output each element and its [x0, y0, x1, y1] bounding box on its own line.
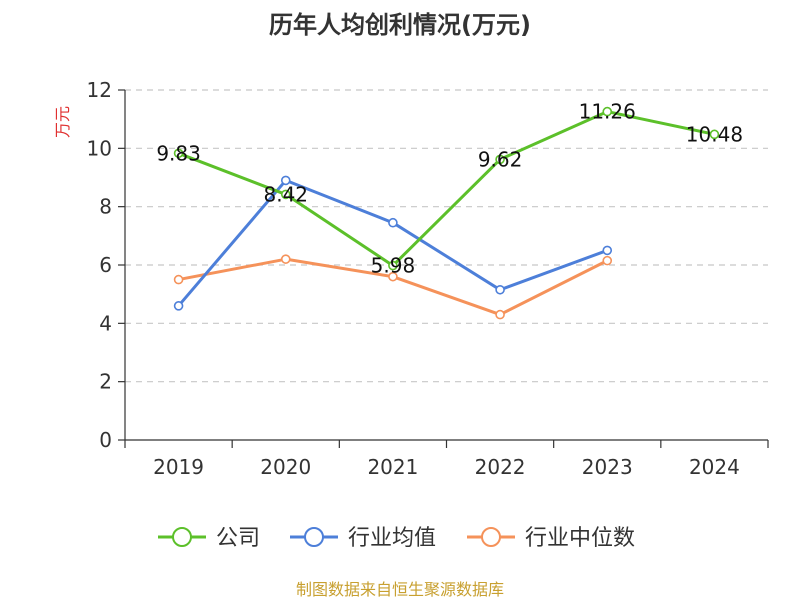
data-point	[280, 254, 291, 264]
data-point	[388, 271, 398, 282]
y-tick-label: 12	[87, 78, 112, 102]
legend-swatch-marker	[481, 527, 501, 547]
data-point	[495, 154, 505, 165]
legend-item[interactable]: 公司	[158, 526, 260, 551]
data-point	[173, 301, 184, 311]
y-tick-label: 2	[99, 370, 112, 394]
legend-label: 公司	[216, 526, 260, 551]
data-point	[173, 148, 184, 159]
series-line	[177, 178, 608, 307]
data-point	[602, 106, 613, 117]
data-point	[602, 245, 613, 256]
legend-swatch-marker	[304, 527, 324, 547]
y-tick-label: 10	[87, 136, 112, 160]
legend-label: 行业中位数	[525, 526, 635, 551]
x-tick-label: 2019	[153, 455, 204, 479]
data-point	[495, 284, 505, 295]
x-tick-label: 2024	[689, 455, 740, 479]
data-point	[173, 274, 184, 285]
x-tick-label: 2022	[475, 455, 526, 479]
grid-lines	[125, 89, 768, 383]
data-point	[495, 309, 505, 320]
series-line	[178, 110, 715, 268]
source-note: 制图数据来自恒生聚源数据库	[296, 580, 504, 599]
data-point	[388, 217, 398, 228]
data-label: 9.83	[156, 141, 201, 165]
data-label: 5.98	[371, 254, 416, 278]
y-tick-label: 0	[99, 428, 112, 452]
data-point	[709, 129, 720, 140]
x-tick-label: 2020	[260, 455, 311, 479]
data-labels: 9.83 8.42 5.98 9.62 11.26 10.48	[156, 100, 743, 278]
legend-item[interactable]: 行业均值	[290, 526, 436, 551]
x-tick-label: 2021	[367, 455, 418, 479]
chart-title: 历年人均创利情况(万元)	[269, 11, 531, 39]
data-point	[388, 260, 398, 271]
axes: 0 2 4 6 8 10 12 2019 2020 2021 2022 2023 2024	[87, 78, 769, 479]
data-label: 9.62	[478, 147, 523, 171]
data-label: 8.42	[263, 182, 308, 206]
legend: 公司 行业均值 行业中位数	[158, 526, 635, 551]
data-point	[280, 189, 291, 200]
data-label: 10.48	[686, 122, 743, 146]
legend-label: 行业均值	[348, 526, 436, 551]
series-points	[173, 106, 720, 320]
data-point	[602, 255, 613, 266]
legend-swatch-marker	[172, 527, 192, 547]
x-tick-label: 2023	[582, 455, 633, 479]
y-tick-label: 4	[99, 311, 112, 335]
data-label: 11.26	[579, 100, 636, 124]
data-point	[280, 175, 291, 186]
y-tick-label: 8	[99, 195, 112, 219]
y-tick-label: 6	[99, 253, 112, 277]
y-axis-label: 万元	[53, 106, 72, 138]
series-lines	[177, 110, 715, 317]
legend-item[interactable]: 行业中位数	[467, 526, 635, 551]
